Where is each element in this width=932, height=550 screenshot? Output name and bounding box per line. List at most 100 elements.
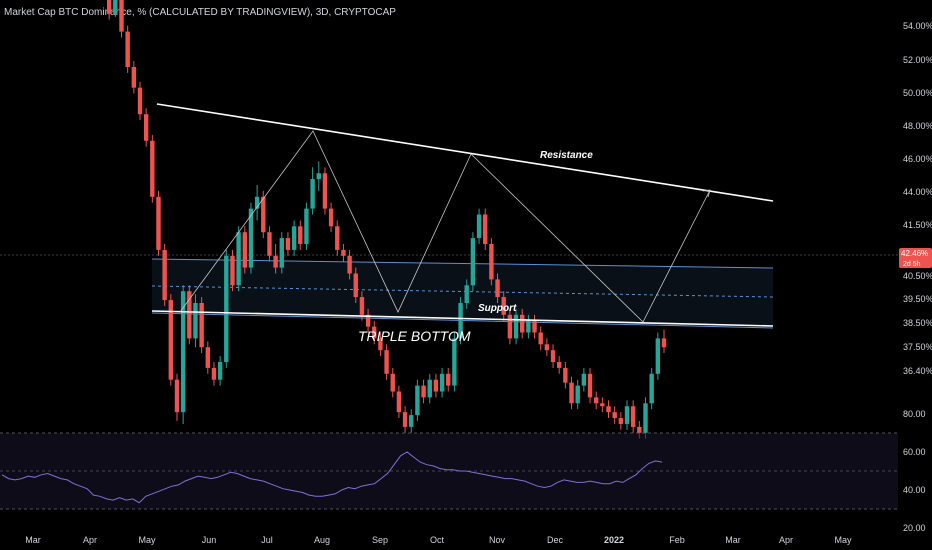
time-axis: Mar Apr May Jun Jul Aug Sep Oct Nov Dec 2022 Feb Mar… [25,535,852,545]
candle [378,332,383,357]
support-label: Support [478,303,517,314]
price-badge: 42.46% 2d 5h [899,248,932,268]
price-tick-label: 46.00% [903,154,932,164]
candle [174,373,180,421]
price-axis: 54.00% 52.00% 50.00% 48.00% 46.00% 44.00% 41.5… [903,21,932,376]
candle [495,273,500,303]
candle [452,332,457,392]
candle [649,367,654,410]
rsi-axis: 80.00 60.00 40.00 20.00 [903,409,926,533]
candle [433,373,439,398]
price-tick-label: 41.50% [903,220,932,230]
candle [242,226,247,274]
candle [119,0,124,38]
candle [476,208,482,244]
resistance-label: Resistance [540,150,593,161]
candle [600,397,605,413]
time-tick-label: Jul [261,535,273,545]
candle [248,202,254,274]
price-tick-label: 40.50% [903,271,932,281]
rsi-tick-label: 20.00 [903,523,926,533]
candle [569,376,574,410]
time-tick-label: Feb [669,535,685,545]
time-tick-label: Aug [314,535,330,545]
candle [298,220,303,250]
price-tick-label: 54.00% [903,21,932,31]
time-tick-label: Mar [25,535,41,545]
rsi-tick-label: 60.00 [903,447,926,457]
candle [507,308,513,345]
candle [581,367,587,392]
candle [458,297,463,345]
candle [187,285,192,345]
candle [199,297,204,354]
candle [273,244,278,274]
time-tick-label: 2022 [604,535,624,545]
price-tick-label: 38.50% [903,318,932,328]
candle [372,320,377,345]
candle [446,367,451,392]
price-badge-countdown: 2d 5h [903,261,921,268]
candle [335,220,340,256]
candle [587,367,593,404]
candle [520,308,525,339]
candle [396,385,402,419]
time-tick-label: Apr [83,535,97,545]
price-badge-value: 42.46% [901,249,928,258]
rsi-tick-label: 80.00 [903,409,926,419]
candle [353,267,358,303]
candle [168,294,174,386]
time-tick-label: Nov [489,535,506,545]
candle [230,249,235,292]
candle [328,202,334,233]
candle [322,167,328,215]
candle [156,190,161,256]
projection-arrowhead [702,189,711,198]
time-tick-label: Dec [547,535,564,545]
candle [285,232,291,256]
candle [655,332,661,380]
rsi-tick-label: 40.00 [903,485,926,495]
candle [316,161,321,191]
candle [279,232,284,274]
candle [470,232,476,292]
zigzag-projection [179,130,711,323]
time-tick-label: May [138,535,156,545]
candle [439,367,445,398]
rsi-pane [0,432,898,510]
time-tick-label: Oct [430,535,445,545]
candle [162,244,167,306]
candle [236,226,241,292]
candle [409,409,414,433]
time-tick-label: May [834,535,852,545]
triple-bottom-label: TRIPLE BOTTOM [358,328,471,344]
support-band [151,258,774,329]
candle [661,329,667,354]
candle [347,249,352,280]
candle [563,362,568,389]
candle [291,220,297,256]
candle [205,341,211,374]
candle [618,412,624,430]
candle [131,61,137,94]
candle [606,400,611,419]
candle [137,81,143,121]
candle [402,406,408,433]
candle [304,202,309,250]
candle [483,208,488,250]
price-tick-label: 48.00% [903,121,932,131]
candle [544,338,550,357]
candle [421,379,426,404]
time-tick-label: Apr [779,535,793,545]
time-tick-label: Jun [202,535,217,545]
candle [125,25,130,73]
candle [489,238,494,286]
rsi-line [1,451,663,504]
chart-title: Market Cap BTC Dominance, % (CALCULATED … [4,7,396,18]
candle [532,314,537,339]
candle [224,249,229,368]
candle [526,314,531,339]
candle [643,397,648,439]
candle [513,308,519,345]
